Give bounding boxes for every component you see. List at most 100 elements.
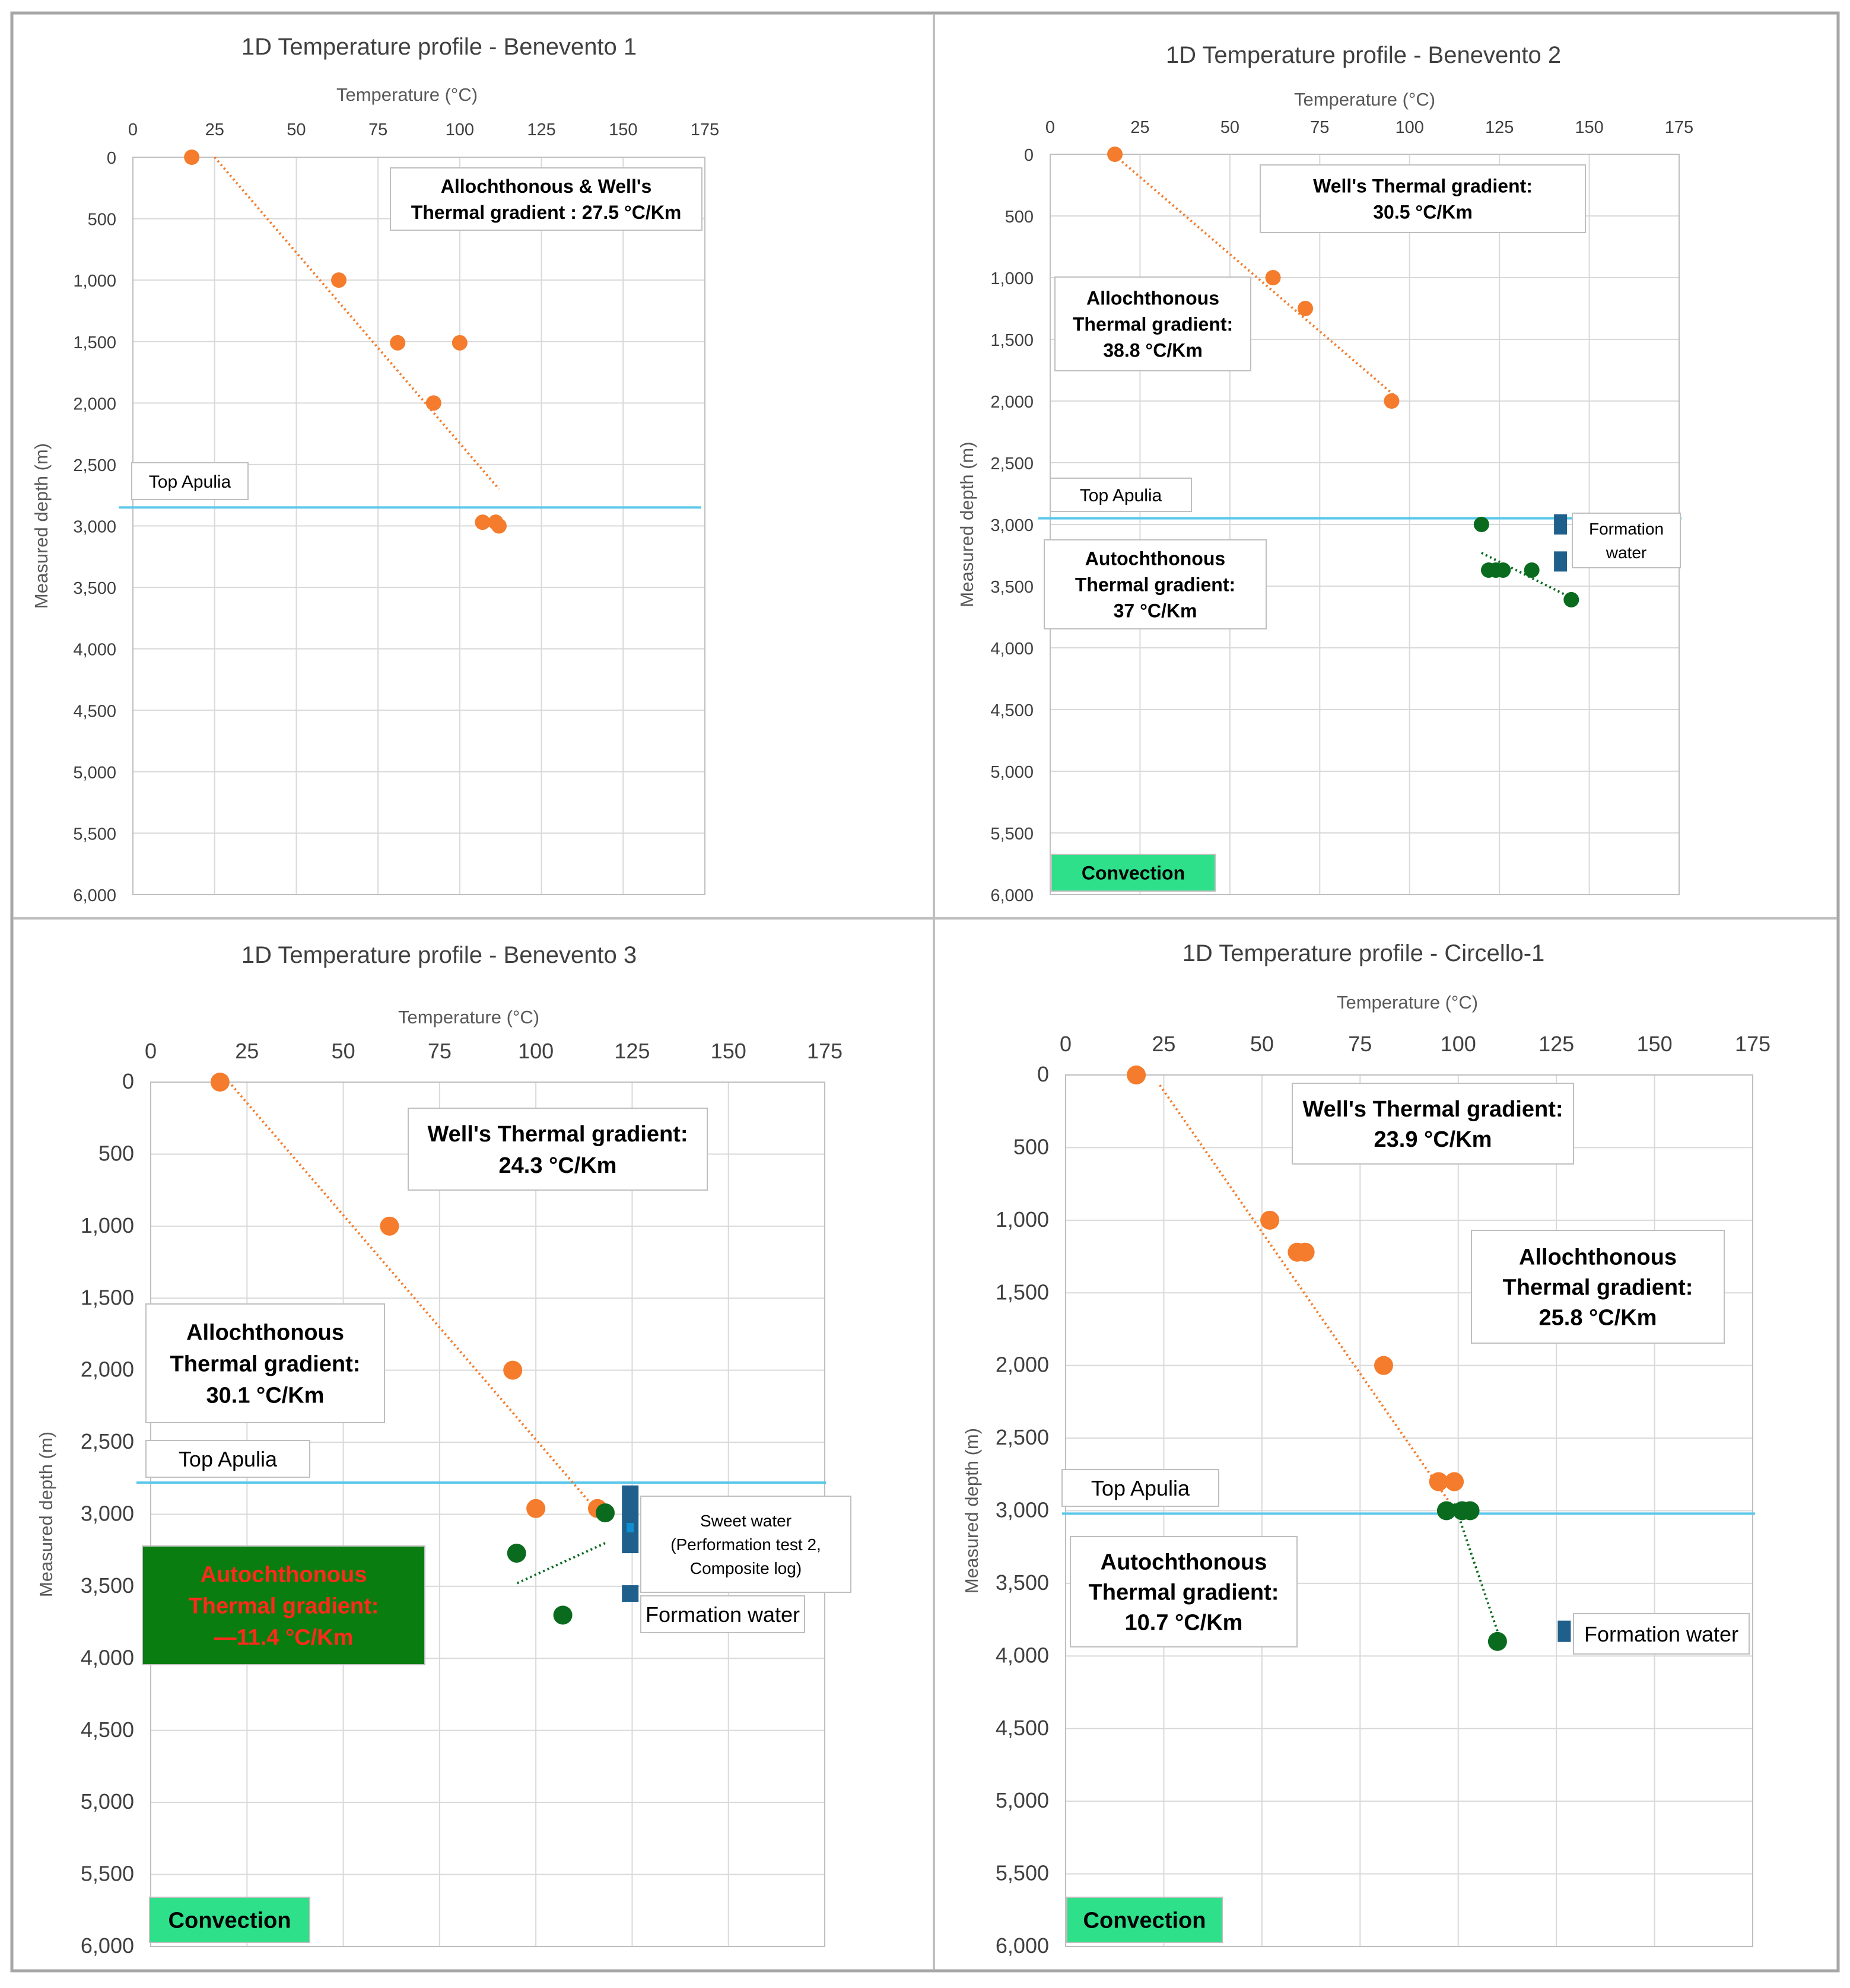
annotation-gradient: Well's Thermal gradient: 30.5 °C/Km	[1260, 164, 1586, 233]
data-point-allochthonous	[1384, 393, 1400, 409]
data-point-allochthonous	[526, 1499, 546, 1518]
plot-area-frame	[1065, 1074, 1753, 1947]
y-tick-label: 5,500	[990, 825, 1034, 844]
y-tick-label: 3,500	[990, 578, 1034, 597]
x-tick-label: 150	[711, 1039, 746, 1063]
trendline-allochthonous	[1121, 160, 1396, 397]
y-tick-label: 1,000	[81, 1213, 134, 1238]
y-tick-label: 2,000	[73, 395, 116, 413]
data-point-allochthonous	[475, 514, 491, 530]
annotation-box	[640, 1595, 805, 1633]
annotation-text: Convection	[169, 1909, 291, 1933]
chart-title: 1D Temperature profile - Benevento 2	[1166, 42, 1561, 68]
annotation-box	[1471, 1230, 1725, 1344]
data-point-autochthonous	[1473, 517, 1489, 532]
annotation-text: Formation water	[646, 1602, 800, 1627]
annotation-text: Autochthonous	[201, 1563, 367, 1588]
data-point-allochthonous	[425, 395, 441, 411]
x-tick-label: 50	[1220, 118, 1239, 137]
data-point-allochthonous	[1260, 1210, 1280, 1230]
y-tick-label: 1,500	[73, 333, 116, 352]
x-tick-label: 75	[1310, 118, 1329, 137]
chart-title: 1D Temperature profile - Circello-1	[1183, 940, 1545, 966]
annotation-gradient: Allochthonous Thermal gradient: 25.8 °C/Km	[1471, 1230, 1725, 1344]
y-tick-label: 4,000	[990, 640, 1034, 659]
y-tick-label: 2,500	[81, 1429, 134, 1453]
annotation-text: Thermal gradient:	[1073, 314, 1233, 335]
chart-title: 1D Temperature profile - Benevento 1	[241, 34, 637, 60]
y-tick-label: 1,000	[990, 269, 1034, 288]
y-tick-label: 500	[1005, 208, 1034, 227]
y-tick-label: 5,000	[73, 764, 116, 783]
annotation-text: Thermal gradient:	[1503, 1275, 1693, 1300]
annotation-box	[131, 462, 249, 500]
chart-panels: 1D Temperature profile - Benevento 1 Temp…	[31, 34, 1770, 1958]
x-tick-label: 100	[1396, 118, 1424, 137]
x-tick-label: 150	[1637, 1032, 1673, 1056]
x-tick-label: 150	[1575, 118, 1603, 137]
annotation-box	[1044, 539, 1267, 629]
x-tick-label: 175	[1735, 1032, 1770, 1056]
y-tick-label: 2,500	[73, 456, 116, 475]
annotation-top-apulia: Top Apulia	[1061, 1469, 1219, 1507]
data-point-allochthonous	[491, 518, 507, 534]
annotation-convection: Convection	[1051, 854, 1216, 892]
data-point-autochthonous	[507, 1544, 526, 1563]
annotation-text: Allochthonous	[1086, 288, 1219, 309]
data-point-allochthonous	[331, 272, 347, 288]
annotation-box	[1572, 513, 1681, 568]
x-tick-label: 75	[428, 1039, 452, 1063]
plot-area-frame	[132, 157, 705, 895]
y-tick-label: 3,000	[990, 516, 1034, 535]
data-point-allochthonous	[380, 1216, 399, 1236]
annotation-gradient: Allochthonous Thermal gradient: 38.8 °C/Km	[1054, 276, 1251, 371]
data-point-allochthonous	[210, 1073, 230, 1092]
x-tick-label: 50	[1250, 1032, 1274, 1056]
annotation-top-apulia: Top Apulia	[131, 462, 249, 500]
x-tick-label: 0	[1060, 1032, 1072, 1056]
x-tick-label: 100	[446, 120, 474, 139]
annotation-gradient: Well's Thermal gradient: 23.9 °C/Km	[1292, 1083, 1574, 1165]
trendline-autochthonous	[516, 1542, 606, 1585]
annotation-text: Well's Thermal gradient:	[1313, 176, 1533, 197]
annotation-box	[1292, 1083, 1574, 1165]
data-point-allochthonous	[184, 150, 200, 165]
y-tick-label: 1,500	[996, 1280, 1049, 1304]
x-tick-label: 125	[614, 1039, 650, 1063]
x-tick-label: 125	[1539, 1032, 1574, 1056]
x-axis-title: Temperature (°C)	[1294, 89, 1435, 110]
y-tick-label: 0	[1037, 1062, 1049, 1086]
y-tick-label: 1,000	[73, 272, 116, 291]
annotation-box	[1050, 478, 1192, 512]
y-tick-label: 4,000	[73, 641, 116, 660]
x-tick-label: 175	[691, 120, 719, 139]
annotation-formation-water: Formation water	[1573, 1613, 1750, 1655]
y-tick-label: 500	[88, 211, 116, 230]
x-tick-label: 50	[332, 1039, 355, 1063]
y-tick-label: 5,500	[81, 1862, 134, 1886]
x-tick-label: 75	[368, 120, 387, 139]
x-tick-label: 100	[518, 1039, 554, 1063]
y-tick-label: 4,000	[996, 1643, 1049, 1667]
y-tick-label: 5,000	[990, 763, 1034, 782]
annotation-text: Top Apulia	[149, 472, 231, 492]
annotation-text: Thermal gradient:	[189, 1594, 379, 1619]
chart-panel-1: 1D Temperature profile - Benevento 1 Temp…	[31, 34, 719, 905]
trendline-allochthonous	[230, 1084, 599, 1512]
annotation-autochthonous-alert: Autochthonous Thermal gradient: —11.4 °C/K…	[142, 1545, 425, 1665]
x-tick-label: 25	[205, 120, 224, 139]
data-point-allochthonous	[452, 335, 468, 351]
annotation-text: 10.7 °C/Km	[1125, 1611, 1243, 1636]
figure-border	[10, 11, 1840, 1973]
x-tick-label: 0	[128, 120, 138, 139]
x-tick-label: 0	[1045, 118, 1055, 137]
x-tick-label: 100	[1441, 1032, 1476, 1056]
annotation-text: Top Apulia	[1080, 486, 1162, 505]
annotation-text: 24.3 °C/Km	[499, 1153, 617, 1178]
y-tick-label: 1,500	[81, 1285, 134, 1309]
annotation-text: Top Apulia	[1091, 1476, 1190, 1500]
x-tick-label: 125	[1485, 118, 1514, 137]
data-point-allochthonous	[1374, 1356, 1393, 1375]
chart-panel-4: 1D Temperature profile - Circello-1 Tempe…	[961, 940, 1770, 1958]
